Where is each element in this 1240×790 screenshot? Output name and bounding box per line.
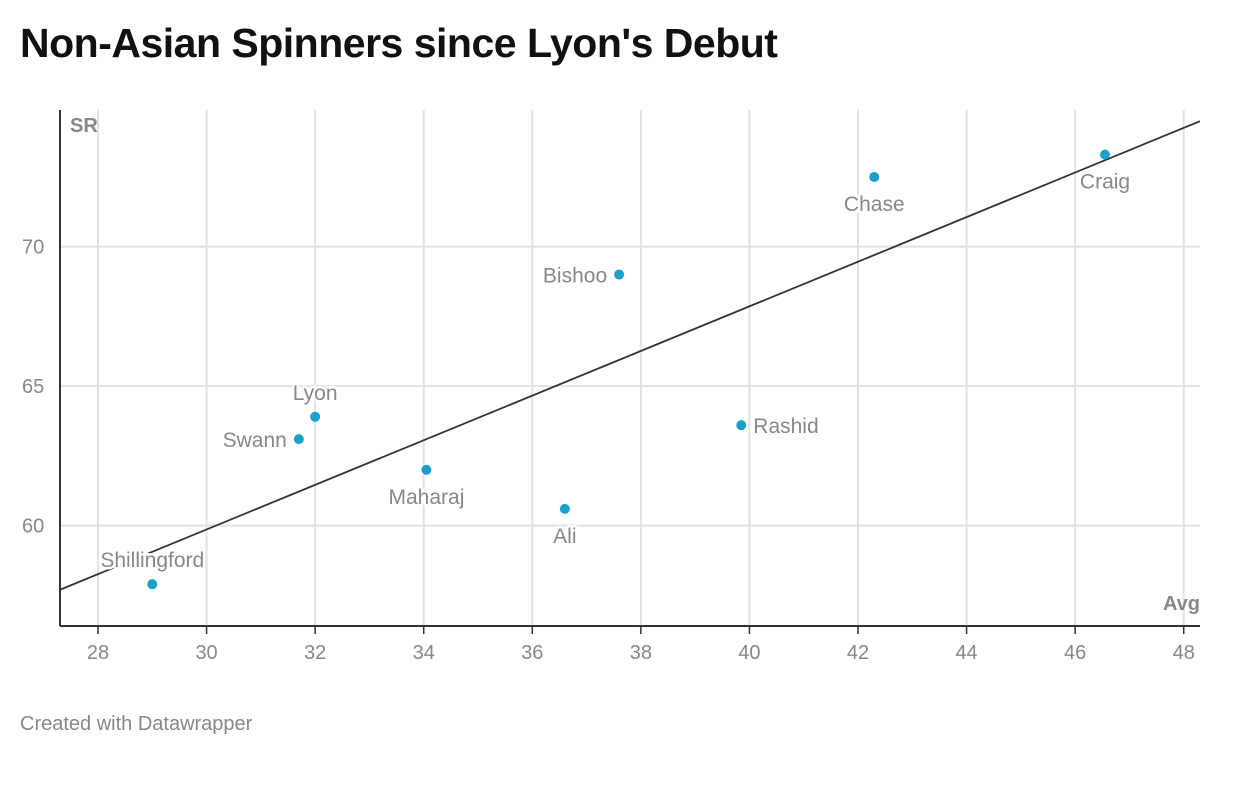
data-points xyxy=(147,149,1110,590)
point-label-rashid: Rashid xyxy=(753,415,818,438)
point-shillingford xyxy=(147,579,158,590)
point-label-halo: Craig xyxy=(1080,171,1130,194)
trendline-group xyxy=(59,120,1201,591)
point-maharaj xyxy=(421,464,432,475)
x-tick-label: 32 xyxy=(304,642,326,664)
point-label-ali: Ali xyxy=(553,525,576,548)
point-bishoo xyxy=(614,269,625,280)
point-label-swann: Swann xyxy=(223,429,287,452)
y-axis-title: SR xyxy=(70,115,98,137)
footer-credit: Created with Datawrapper xyxy=(20,713,253,735)
point-rashid xyxy=(736,420,747,431)
trendline xyxy=(59,120,1201,591)
x-tick-label: 44 xyxy=(955,642,977,664)
x-tick-label: 38 xyxy=(630,642,652,664)
point-label-craig: Craig xyxy=(1080,171,1130,194)
x-tick-label: 36 xyxy=(521,642,543,664)
point-label-lyon: Lyon xyxy=(293,382,338,405)
y-tick-label: 70 xyxy=(22,237,44,259)
x-tick-label: 28 xyxy=(87,642,109,664)
point-label-halo: Bishoo xyxy=(543,265,607,288)
point-craig xyxy=(1100,149,1110,160)
point-label-halo: Chase xyxy=(844,193,905,216)
point-chase xyxy=(869,171,880,182)
y-tick-label: 65 xyxy=(22,376,44,398)
point-label-halo: Shillingford xyxy=(100,549,204,572)
point-label-halo: Rashid xyxy=(753,415,818,438)
point-label-halo: Swann xyxy=(223,429,287,452)
point-labels: ShillingfordShillingfordSwannSwannLyonLy… xyxy=(98,168,1133,575)
point-ali xyxy=(559,503,570,514)
point-label-halo: Lyon xyxy=(293,382,338,405)
point-lyon xyxy=(310,411,321,422)
x-axis-title: Avg xyxy=(1163,593,1200,615)
x-tick-label: 46 xyxy=(1064,642,1086,664)
grid-lines xyxy=(60,110,1200,626)
point-swann xyxy=(293,434,304,445)
x-tick-label: 40 xyxy=(738,642,760,664)
axes xyxy=(59,110,1200,634)
chart-title: Non-Asian Spinners since Lyon's Debut xyxy=(20,20,778,66)
point-label-bishoo: Bishoo xyxy=(543,265,607,288)
point-label-chase: Chase xyxy=(844,193,905,216)
tick-labels: 28 30 32 34 36 38 40 42 44 46 48 60 65 70 xyxy=(22,237,1195,664)
point-label-halo: Maharaj xyxy=(388,486,464,509)
x-tick-label: 30 xyxy=(195,642,217,664)
point-label-halo: Ali xyxy=(553,525,576,548)
point-label-shillingford: Shillingford xyxy=(100,549,204,572)
x-tick-label: 42 xyxy=(847,642,869,664)
point-label-maharaj: Maharaj xyxy=(388,486,464,509)
x-tick-label: 48 xyxy=(1173,642,1195,664)
x-tick-label: 34 xyxy=(413,642,435,664)
y-tick-label: 60 xyxy=(22,516,44,538)
